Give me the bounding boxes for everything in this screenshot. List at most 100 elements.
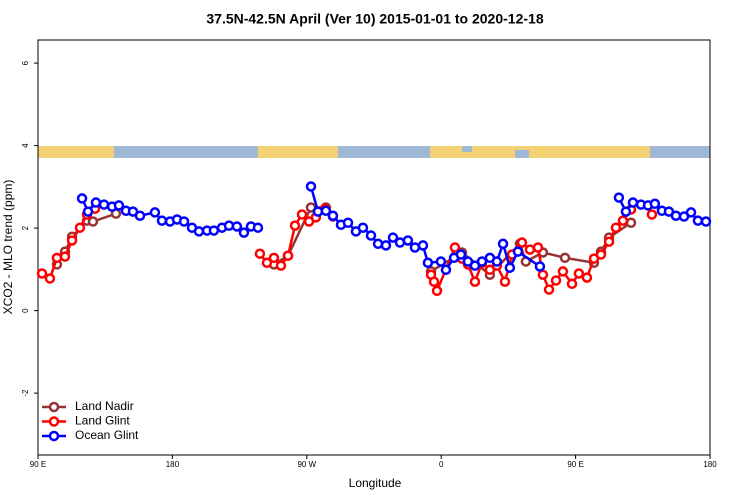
data-point	[566, 278, 578, 290]
data-point	[74, 222, 86, 233]
data-point	[327, 210, 339, 221]
data-point	[620, 206, 632, 217]
data-point	[134, 210, 146, 221]
data-point	[581, 272, 593, 283]
data-point	[357, 222, 369, 233]
data-point	[670, 210, 682, 221]
data-point	[524, 244, 536, 255]
x-tick-label: 90 W	[297, 460, 316, 469]
data-point	[449, 242, 461, 253]
chart-title: 37.5N-42.5N April (Ver 10) 2015-01-01 to…	[206, 11, 543, 27]
data-point	[113, 200, 125, 211]
data-point	[617, 215, 629, 226]
data-point	[431, 285, 443, 297]
data-point	[51, 252, 63, 264]
data-point	[428, 276, 440, 287]
data-point	[573, 268, 585, 279]
y-axis-label: XCO2 - MLO trend (ppm)	[1, 180, 15, 315]
data-point	[282, 250, 294, 262]
data-point	[559, 252, 571, 264]
data-point	[491, 256, 503, 267]
data-point	[193, 226, 205, 237]
legend-marker	[48, 416, 60, 427]
data-point	[497, 238, 509, 250]
data-point	[44, 273, 56, 284]
data-point	[504, 262, 516, 273]
data-point	[156, 215, 168, 226]
data-point	[499, 276, 511, 287]
legend-marker	[48, 430, 60, 442]
data-point	[532, 242, 544, 253]
data-point	[435, 256, 447, 267]
data-point	[90, 197, 102, 208]
legend-label: Ocean Glint	[75, 428, 139, 442]
data-point	[595, 249, 607, 260]
y-tick-label: 6	[21, 60, 30, 65]
data-point	[238, 227, 250, 238]
data-point	[289, 220, 301, 231]
data-point	[296, 209, 308, 220]
data-point	[516, 237, 528, 248]
data-point	[603, 236, 615, 247]
data-point	[149, 207, 161, 218]
data-point	[700, 216, 712, 227]
data-point	[455, 249, 467, 260]
data-point	[231, 221, 243, 232]
legend-label: Land Nadir	[75, 399, 134, 413]
map-strip	[38, 146, 710, 158]
data-point	[36, 268, 48, 279]
data-point	[440, 264, 452, 276]
plot-frame	[37, 39, 711, 456]
data-point	[646, 209, 658, 220]
data-point	[534, 261, 546, 272]
data-point	[305, 181, 317, 192]
data-point	[252, 222, 264, 233]
data-point	[512, 246, 524, 257]
data-point	[409, 242, 421, 253]
data-point	[543, 284, 555, 295]
data-point	[268, 252, 280, 264]
x-tick-label: 180	[166, 460, 180, 469]
data-point	[387, 232, 399, 243]
x-axis-label: Longitude	[349, 476, 402, 490]
data-point	[422, 257, 434, 269]
data-point	[469, 276, 481, 287]
data-point	[59, 251, 71, 262]
data-point	[380, 240, 392, 251]
data-point	[417, 240, 429, 251]
legend-label: Land Glint	[75, 414, 130, 428]
data-point	[208, 225, 220, 236]
x-tick-label: 90 E	[30, 460, 46, 469]
data-point	[402, 235, 414, 246]
data-point	[342, 217, 354, 228]
x-tick-label: 0	[439, 460, 444, 469]
data-point	[692, 215, 704, 226]
x-tick-label: 180	[703, 460, 717, 469]
data-point	[365, 230, 377, 241]
data-point	[98, 199, 110, 210]
data-point	[550, 275, 562, 286]
data-point	[537, 269, 549, 280]
data-point	[627, 197, 639, 208]
x-tick-label: 90 E	[567, 460, 583, 469]
data-point	[66, 235, 78, 246]
data-point	[320, 205, 332, 217]
data-point	[625, 217, 637, 228]
data-point	[557, 266, 569, 277]
data-point	[685, 207, 697, 218]
data-point	[178, 216, 190, 227]
data-point	[610, 222, 622, 233]
data-point	[649, 198, 661, 210]
legend-marker	[48, 401, 60, 413]
y-tick-label: 4	[21, 143, 30, 148]
data-point	[476, 256, 488, 267]
y-tick-label: -2	[21, 389, 30, 397]
data-point	[613, 192, 625, 203]
data-point	[82, 206, 94, 217]
data-point	[275, 260, 287, 271]
data-point	[76, 193, 88, 204]
data-point	[254, 248, 266, 259]
data-point	[261, 257, 273, 269]
